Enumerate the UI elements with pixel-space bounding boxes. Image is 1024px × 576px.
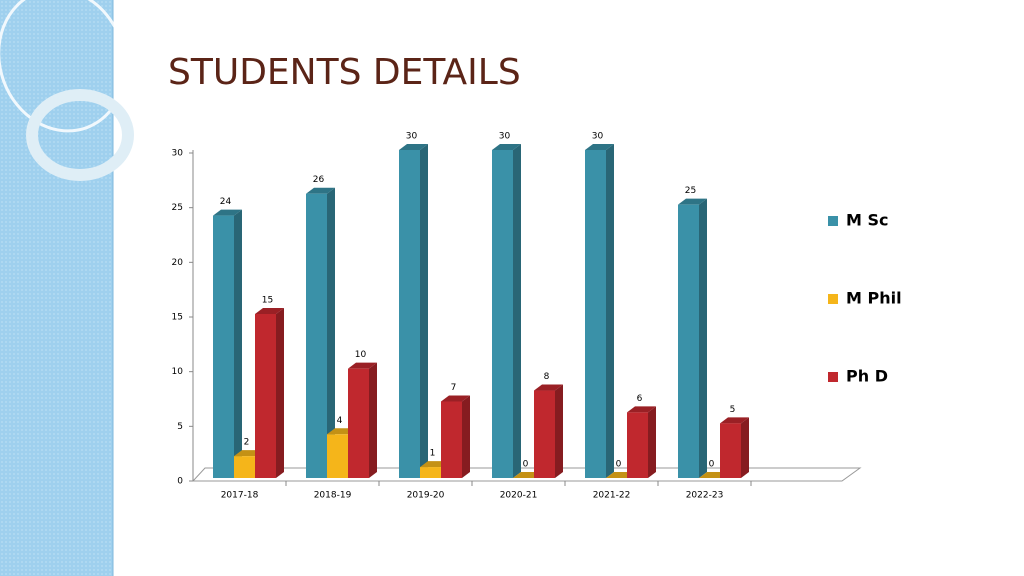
bar xyxy=(348,368,369,478)
bar-side xyxy=(276,308,284,478)
decor-ring xyxy=(0,0,127,133)
data-label: 8 xyxy=(544,372,550,382)
legend-swatch xyxy=(828,372,838,382)
x-tick-label: 2017-18 xyxy=(221,491,259,501)
bar xyxy=(327,434,348,478)
bar-side xyxy=(699,198,707,478)
bar xyxy=(234,456,255,478)
slide-title: STUDENTS DETAILS xyxy=(168,52,521,93)
bar-side xyxy=(606,144,614,478)
data-label: 30 xyxy=(499,132,511,142)
bar xyxy=(441,401,462,478)
bar xyxy=(678,204,699,478)
bar xyxy=(585,150,606,478)
bar xyxy=(255,314,276,478)
legend-label: M Sc xyxy=(846,211,889,230)
data-label: 0 xyxy=(709,460,715,470)
decor-ring xyxy=(26,89,134,181)
bar-top xyxy=(441,395,470,402)
bar-side xyxy=(234,209,242,478)
y-tick-label: 25 xyxy=(172,203,183,213)
bar-side xyxy=(648,406,656,478)
x-tick-label: 2018-19 xyxy=(314,491,352,501)
y-tick-label: 15 xyxy=(172,313,183,323)
y-tick-label: 5 xyxy=(177,422,183,432)
side-strip xyxy=(0,0,113,576)
y-tick-label: 30 xyxy=(172,149,184,159)
bar-top xyxy=(585,144,614,150)
data-label: 2 xyxy=(244,438,250,448)
x-tick-label: 2019-20 xyxy=(407,491,445,501)
bar-top xyxy=(534,384,563,391)
bar-top xyxy=(213,209,242,216)
bar-top xyxy=(678,198,707,205)
bar-top xyxy=(627,406,656,413)
legend-label: M Phil xyxy=(846,289,902,308)
bar-side xyxy=(513,144,521,478)
data-label: 26 xyxy=(313,175,325,185)
data-label: 0 xyxy=(523,460,529,470)
x-tick-label: 2020-21 xyxy=(500,491,538,501)
data-label: 25 xyxy=(685,186,696,196)
y-tick-label: 0 xyxy=(177,477,183,487)
bar-side xyxy=(327,187,335,478)
data-label: 4 xyxy=(337,416,343,426)
bar xyxy=(399,150,420,478)
y-tick-label: 20 xyxy=(172,258,184,268)
bar-side xyxy=(420,144,428,478)
data-label: 1 xyxy=(430,449,436,459)
bar xyxy=(492,150,513,478)
data-label: 30 xyxy=(592,132,604,142)
legend-swatch xyxy=(828,216,838,226)
bar-top xyxy=(720,417,749,424)
data-label: 6 xyxy=(637,394,643,404)
data-label: 7 xyxy=(451,383,457,393)
bar xyxy=(213,215,234,478)
legend-label: Ph D xyxy=(846,367,888,386)
bar-top xyxy=(348,362,377,369)
bar xyxy=(720,423,741,478)
legend-swatch xyxy=(828,294,838,304)
bar xyxy=(627,412,648,478)
bar-side xyxy=(462,395,470,478)
y-tick-label: 10 xyxy=(172,367,184,377)
bar xyxy=(420,467,441,478)
bar xyxy=(534,390,555,478)
bar-side xyxy=(369,362,377,478)
data-label: 10 xyxy=(355,350,367,360)
bar-top xyxy=(399,144,428,150)
x-tick-label: 2022-23 xyxy=(686,491,724,501)
data-label: 5 xyxy=(730,405,736,415)
data-label: 24 xyxy=(220,197,232,207)
bar-top xyxy=(306,187,335,194)
bar-side xyxy=(555,384,563,478)
bar-top xyxy=(492,144,521,150)
bar-top xyxy=(255,308,284,314)
x-tick-label: 2021-22 xyxy=(593,491,631,501)
data-label: 15 xyxy=(262,296,273,306)
bar-side xyxy=(741,417,749,478)
data-label: 0 xyxy=(616,460,622,470)
data-label: 30 xyxy=(406,132,418,142)
bar xyxy=(306,193,327,478)
